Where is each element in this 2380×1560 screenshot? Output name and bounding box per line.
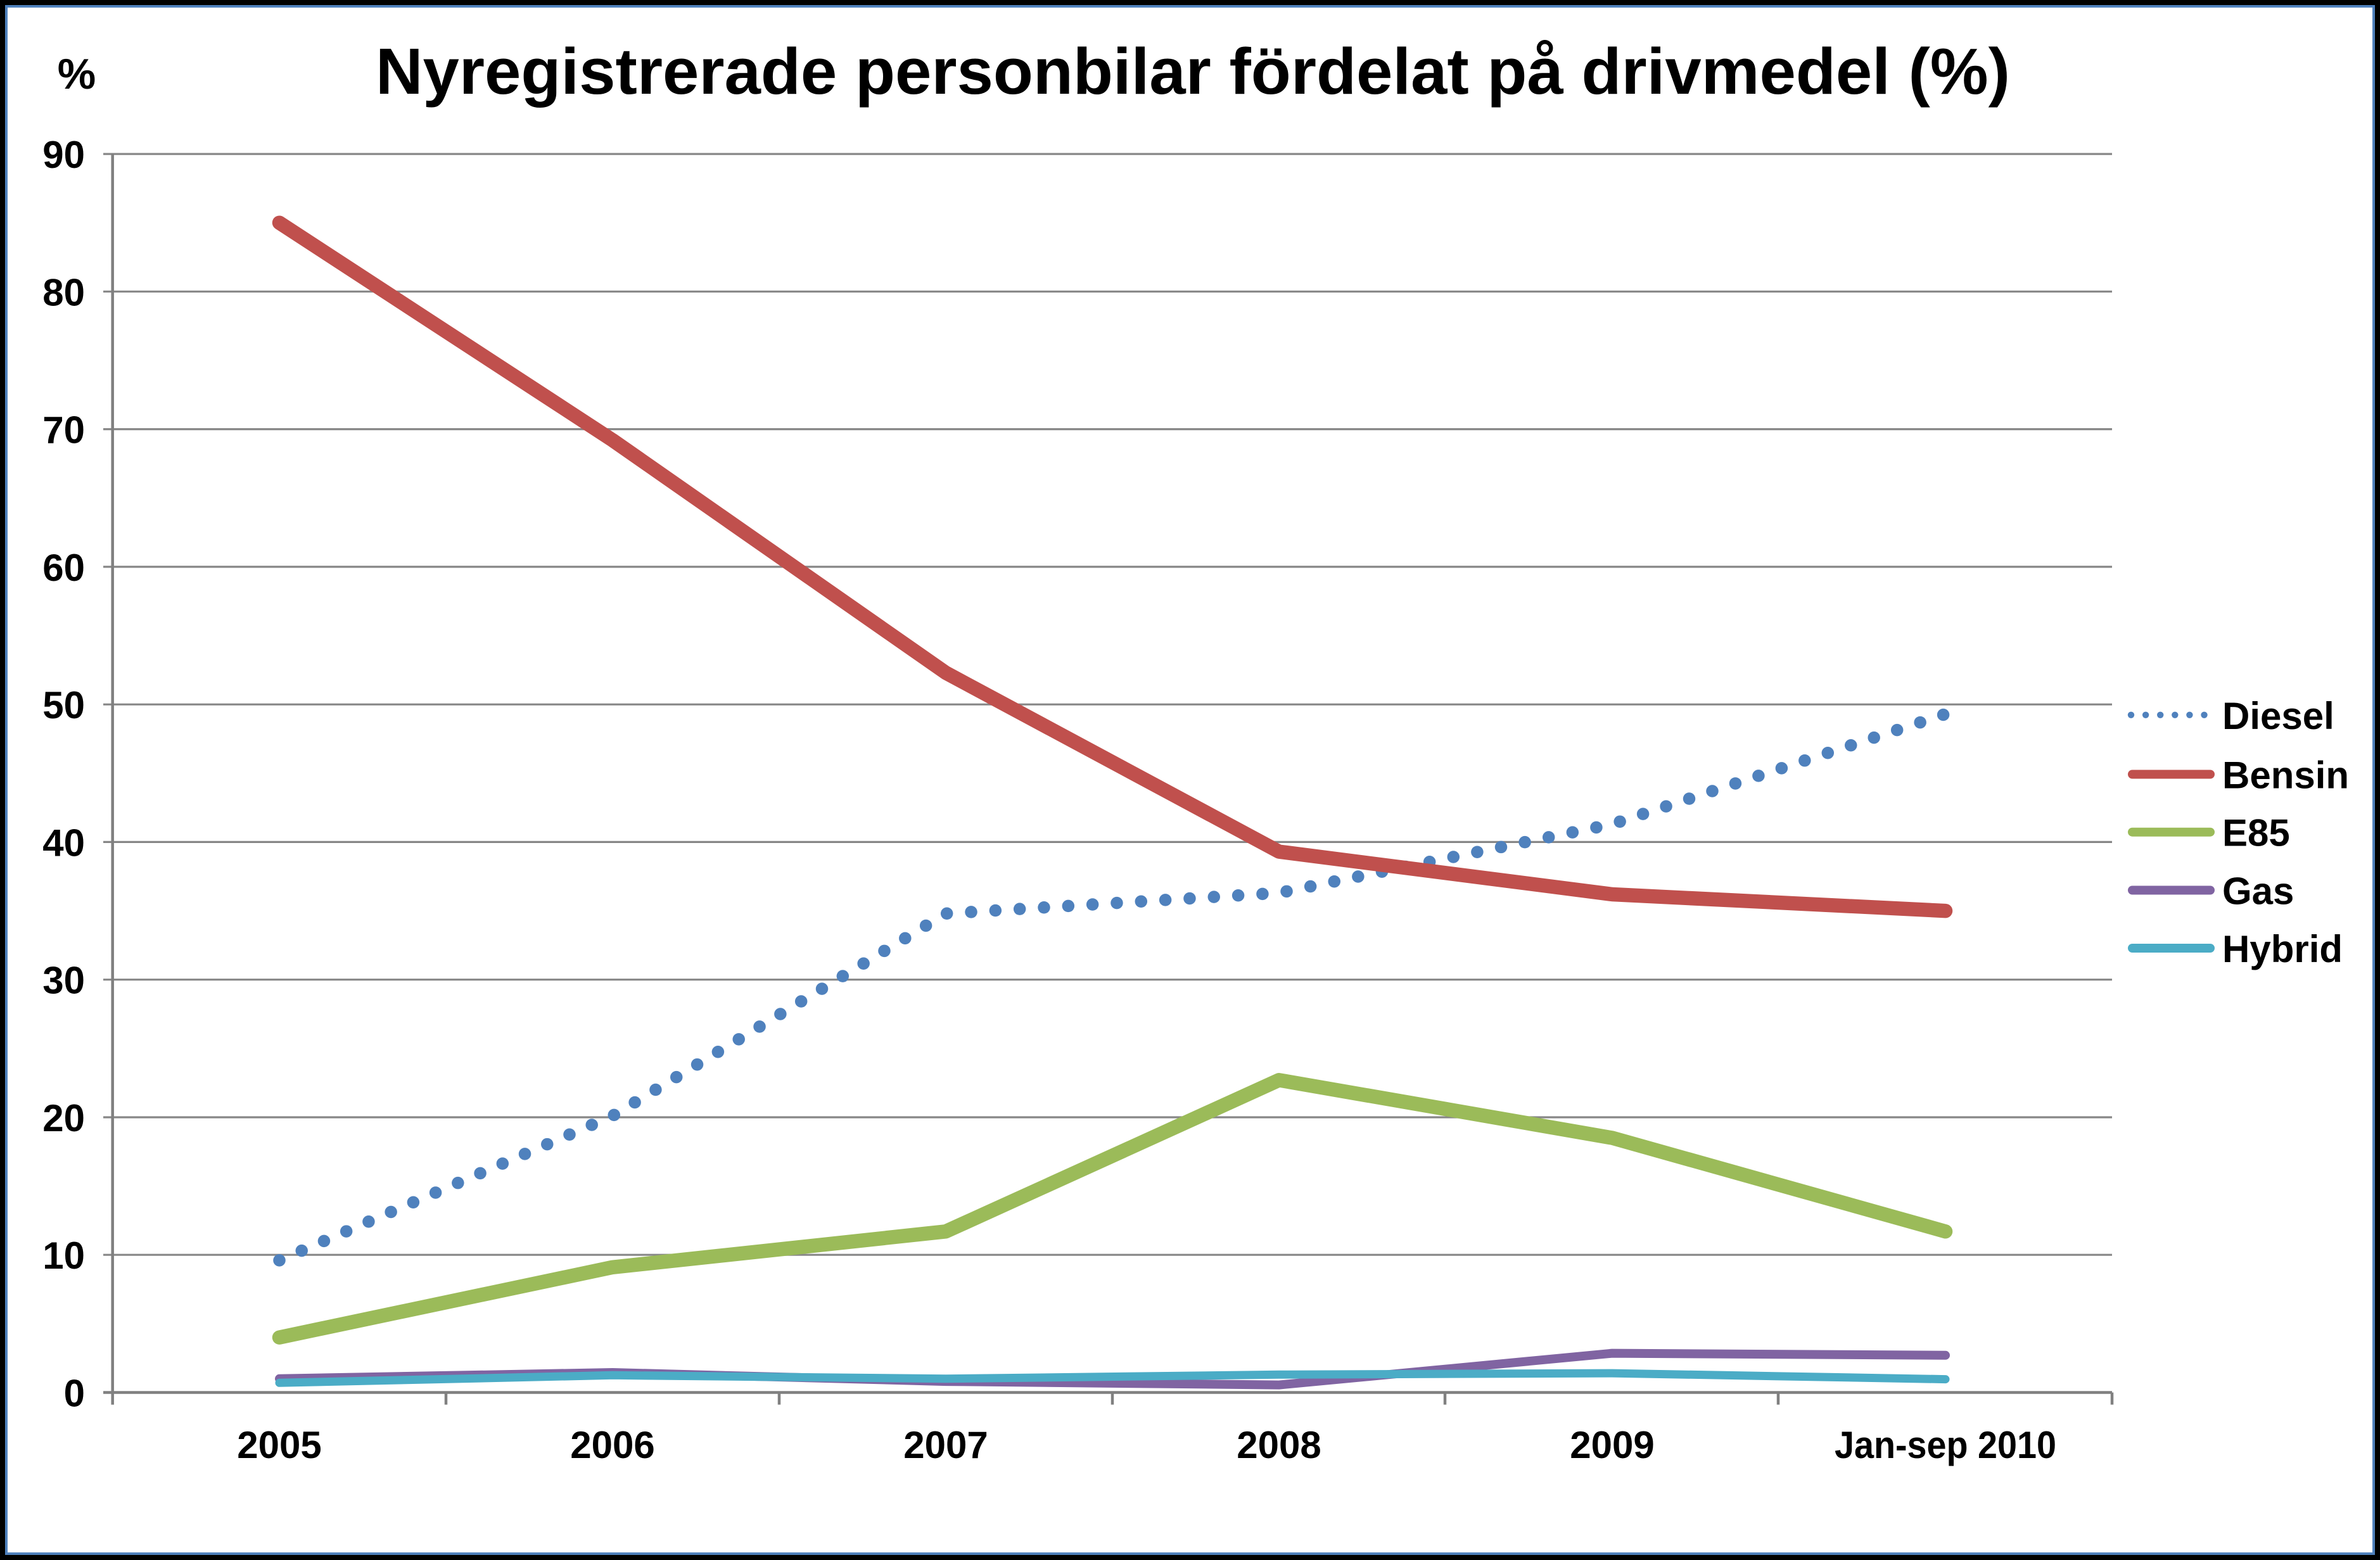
- svg-text:Jan-sep 2010: Jan-sep 2010: [1835, 1424, 2056, 1466]
- svg-text:Nyregistrerade personbilar för: Nyregistrerade personbilar fördelat på d…: [376, 35, 2010, 108]
- svg-text:80: 80: [42, 271, 85, 314]
- svg-text:30: 30: [42, 960, 85, 1002]
- svg-text:50: 50: [42, 684, 85, 726]
- svg-text:E85: E85: [2222, 812, 2290, 854]
- svg-text:2009: 2009: [1570, 1424, 1654, 1466]
- svg-text:90: 90: [42, 134, 85, 176]
- svg-text:10: 10: [42, 1234, 85, 1277]
- svg-text:2006: 2006: [570, 1424, 654, 1466]
- svg-text:Gas: Gas: [2222, 870, 2294, 913]
- svg-text:Diesel: Diesel: [2222, 695, 2334, 737]
- svg-text:60: 60: [42, 547, 85, 589]
- svg-text:Hybrid: Hybrid: [2222, 928, 2343, 970]
- svg-text:70: 70: [42, 409, 85, 452]
- svg-text:40: 40: [42, 821, 85, 864]
- svg-text:2005: 2005: [237, 1424, 321, 1466]
- svg-text:2007: 2007: [903, 1424, 988, 1466]
- svg-text:Bensin: Bensin: [2222, 754, 2349, 797]
- svg-text:20: 20: [42, 1097, 85, 1139]
- svg-text:0: 0: [64, 1373, 85, 1415]
- svg-text:%: %: [58, 50, 96, 98]
- svg-text:2008: 2008: [1237, 1424, 1321, 1466]
